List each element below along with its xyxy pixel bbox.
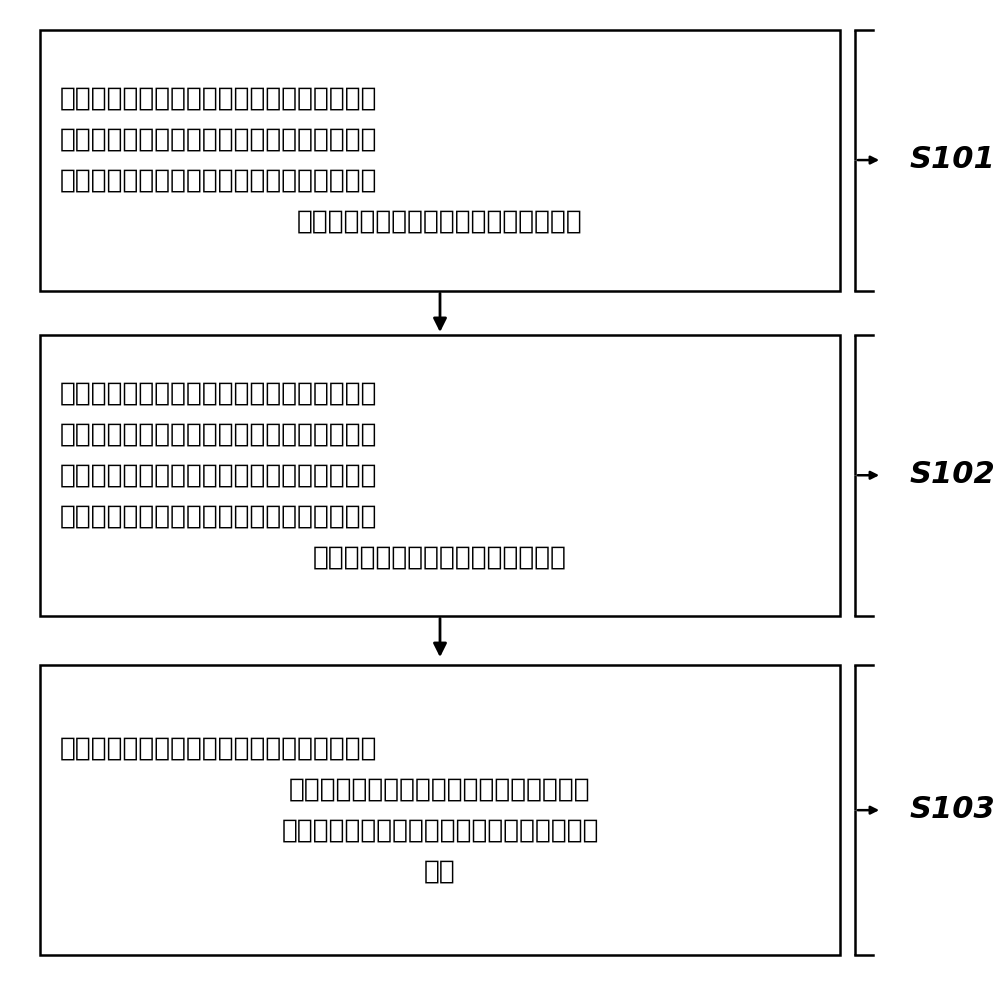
- Text: 试硅片上不同位置的各芯片的零电容数据: 试硅片上不同位置的各芯片的零电容数据: [297, 209, 583, 234]
- Text: S103: S103: [910, 795, 996, 824]
- Bar: [40, 30, 840, 291]
- Text: 预调零步骤：选取一片测试硅片，将电容表的: 预调零步骤：选取一片测试硅片，将电容表的: [60, 86, 378, 111]
- Text: 较，判定芯片是否合格，并作为数据记录保存: 较，判定芯片是否合格，并作为数据记录保存: [281, 818, 599, 843]
- Bar: [40, 335, 840, 616]
- Text: 上各个被测的芯片的实际电容参数值: 上各个被测的芯片的实际电容参数值: [313, 544, 567, 570]
- Text: 行一轮非接触的空测，获得当前测试环境下测: 行一轮非接触的空测，获得当前测试环境下测: [60, 167, 378, 193]
- Bar: [40, 665, 840, 955]
- Text: 起来: 起来: [424, 859, 456, 885]
- Text: 同样位置的芯片的零电容数据，得到待测硅片: 同样位置的芯片的零电容数据，得到待测硅片: [60, 503, 378, 529]
- Text: 别接触待测硅片上的各芯片进行正式测量，每: 别接触待测硅片上的各芯片进行正式测量，每: [60, 422, 378, 447]
- Text: 比较判定步骤：将各个被测的芯片经过运算调: 比较判定步骤：将各个被测的芯片经过运算调: [60, 736, 378, 761]
- Text: S101: S101: [910, 145, 996, 174]
- Text: S102: S102: [910, 460, 996, 490]
- Text: 测量一个芯片，就将测得值减去与测试硅片上: 测量一个芯片，就将测得值减去与测试硅片上: [60, 462, 378, 489]
- Text: 零后的实际电容参数值分别与规范值进行比: 零后的实际电容参数值分别与规范值进行比: [289, 777, 591, 803]
- Text: 正式测量步骤：提供待测硅片，将测量探针分: 正式测量步骤：提供待测硅片，将测量探针分: [60, 380, 378, 407]
- Text: 测量探针依次移至测试硅片上各芯片的上方进: 测量探针依次移至测试硅片上各芯片的上方进: [60, 127, 378, 153]
